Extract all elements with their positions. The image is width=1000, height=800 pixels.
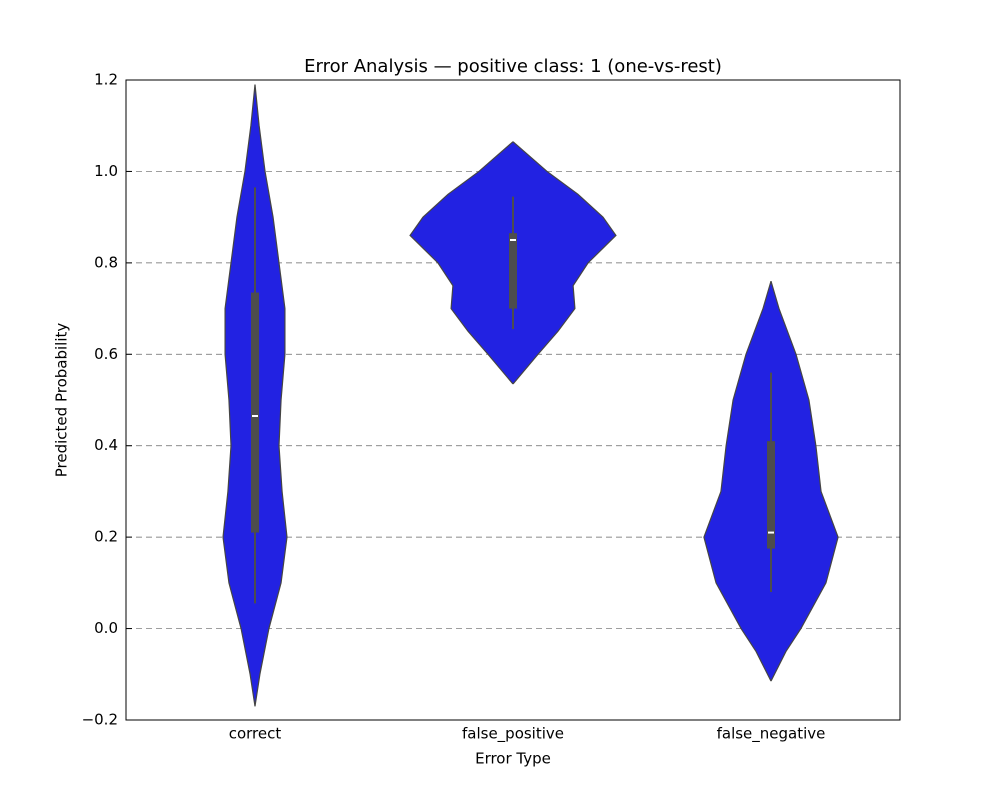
violin-fill xyxy=(513,141,616,384)
x-tick-label: correct xyxy=(229,725,282,743)
y-tick-label: 0.6 xyxy=(94,345,118,363)
violin-fill xyxy=(410,141,513,384)
y-tick-label: 0.0 xyxy=(94,619,118,637)
box xyxy=(251,292,259,533)
y-tick-label: 0.2 xyxy=(94,528,118,546)
x-axis-label: Error Type xyxy=(475,750,551,768)
violin-outline xyxy=(254,84,288,707)
y-tick-label: −0.2 xyxy=(82,711,118,729)
violin-outline xyxy=(512,141,617,385)
y-tick-label: 1.0 xyxy=(94,162,118,180)
y-tick-label: 1.2 xyxy=(94,71,118,89)
plot-frame xyxy=(125,79,901,721)
violin-fill xyxy=(255,84,287,707)
x-tick-label: false_positive xyxy=(462,725,564,744)
chart-title: Error Analysis — positive class: 1 (one-… xyxy=(304,56,722,77)
box xyxy=(509,233,517,309)
violin-outline xyxy=(703,280,772,682)
violin-fill xyxy=(703,281,771,682)
violin-fill xyxy=(771,281,839,682)
y-axis-label: Predicted Probability xyxy=(53,323,71,478)
violin-outline xyxy=(409,141,514,385)
violin-outline xyxy=(222,84,256,707)
x-tick-label: false_negative xyxy=(717,725,826,744)
y-tick-label: 0.4 xyxy=(94,436,118,454)
y-tick-label: 0.8 xyxy=(94,253,118,271)
violin-outline xyxy=(770,280,839,682)
box xyxy=(767,441,775,549)
violin-fill xyxy=(223,84,255,707)
